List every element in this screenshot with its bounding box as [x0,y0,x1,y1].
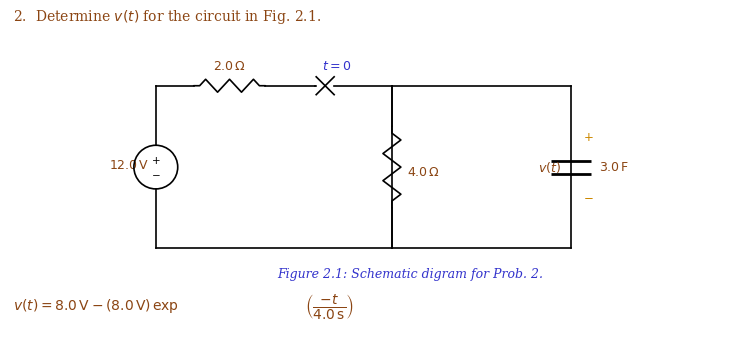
Text: 2.  Determine $v(t)$ for the circuit in Fig. 2.1.: 2. Determine $v(t)$ for the circuit in F… [13,8,321,26]
Text: $+$: $+$ [583,131,594,144]
Text: $12.0\,\mathrm{V}$: $12.0\,\mathrm{V}$ [108,159,149,172]
Text: $3.0\,\mathrm{F}$: $3.0\,\mathrm{F}$ [599,161,629,174]
Text: $v(t)$: $v(t)$ [538,160,561,175]
Text: $4.0\,\Omega$: $4.0\,\Omega$ [407,166,440,178]
Text: $\left(\dfrac{-t}{4.0\,\mathrm{s}}\right)$: $\left(\dfrac{-t}{4.0\,\mathrm{s}}\right… [305,292,355,321]
Text: $t=0$: $t=0$ [323,60,352,73]
Text: $2.0\,\Omega$: $2.0\,\Omega$ [213,60,246,73]
Text: $+$: $+$ [151,155,160,166]
Text: Figure 2.1: Schematic digram for Prob. 2.: Figure 2.1: Schematic digram for Prob. 2… [277,268,543,281]
Text: $-$: $-$ [151,169,160,178]
Text: $-$: $-$ [583,190,594,203]
Text: $v(t) = 8.0\,\mathrm{V} - (8.0\,\mathrm{V})\,\mathrm{exp}$: $v(t) = 8.0\,\mathrm{V} - (8.0\,\mathrm{… [13,297,180,315]
